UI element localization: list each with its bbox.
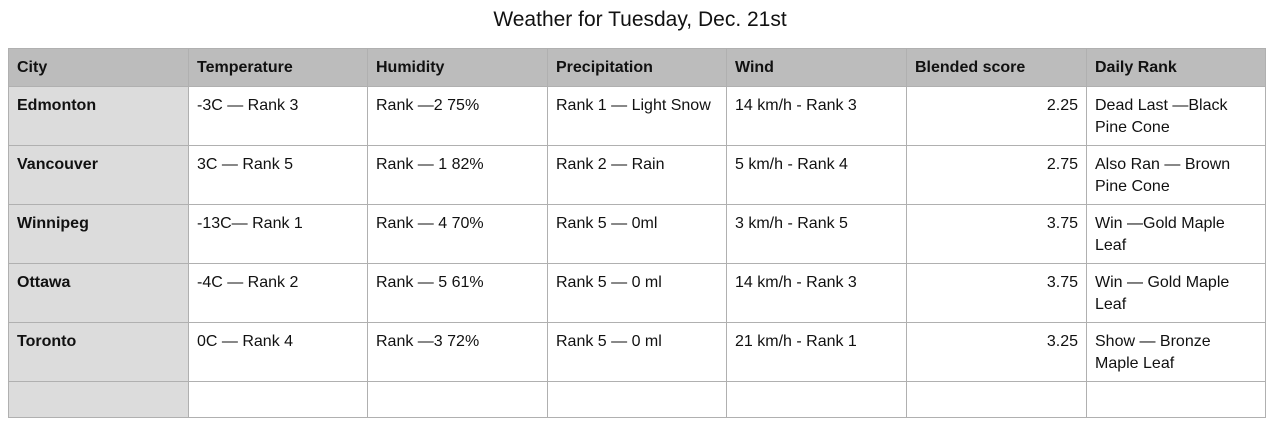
table-cell: Rank —2 75% xyxy=(367,86,548,146)
table-cell: 3.75 xyxy=(906,204,1087,264)
table-cell: 2.25 xyxy=(906,86,1087,146)
table-cell: 3.25 xyxy=(906,322,1087,382)
empty-row xyxy=(8,381,1266,418)
table-row: Ottawa -4C — Rank 2 Rank — 5 61% Rank 5 — 0… xyxy=(8,263,1266,323)
table-cell: Winnipeg xyxy=(8,204,189,264)
table-cell: Toronto xyxy=(8,322,189,382)
table-cell: Also Ran — Brown Pine Cone xyxy=(1086,145,1266,205)
table-cell: Rank — 1 82% xyxy=(367,145,548,205)
table-row: Winnipeg -13C— Rank 1 Rank — 4 70% Rank 5 —… xyxy=(8,204,1266,264)
table-cell: 21 km/h - Rank 1 xyxy=(726,322,907,382)
empty-cell xyxy=(367,381,548,418)
table-row: Vancouver 3C — Rank 5 Rank — 1 82% Rank 2 —… xyxy=(8,145,1266,205)
empty-cell xyxy=(188,381,368,418)
table-row: Edmonton -3C — Rank 3 Rank —2 75% Rank 1 — … xyxy=(8,86,1266,146)
table-cell: Rank — 5 61% xyxy=(367,263,548,323)
table-cell: Rank 5 — 0 ml xyxy=(547,322,727,382)
column-header: Blended score xyxy=(906,48,1087,87)
table-cell: Rank 1 — Light Snow xyxy=(547,86,727,146)
table-cell: 3C — Rank 5 xyxy=(188,145,368,205)
table-cell: 14 km/h - Rank 3 xyxy=(726,263,907,323)
table-cell: Rank 2 — Rain xyxy=(547,145,727,205)
weather-table: City Temperature Humidity Precipitation Wind… xyxy=(8,48,1266,418)
table-cell: Rank — 4 70% xyxy=(367,204,548,264)
column-header: Temperature xyxy=(188,48,368,87)
table-cell: -4C — Rank 2 xyxy=(188,263,368,323)
table-row: Toronto 0C — Rank 4 Rank —3 72% Rank 5 — 0 … xyxy=(8,322,1266,382)
table-cell: Win —Gold Maple Leaf xyxy=(1086,204,1266,264)
column-header: Precipitation xyxy=(547,48,727,87)
table-cell: Show — Bronze Maple Leaf xyxy=(1086,322,1266,382)
empty-cell xyxy=(1086,381,1266,418)
table-cell: 3 km/h - Rank 5 xyxy=(726,204,907,264)
column-header: Wind xyxy=(726,48,907,87)
table-cell: 5 km/h - Rank 4 xyxy=(726,145,907,205)
table-cell: 0C — Rank 4 xyxy=(188,322,368,382)
table-cell: Ottawa xyxy=(8,263,189,323)
table-cell: 2.75 xyxy=(906,145,1087,205)
empty-cell xyxy=(906,381,1087,418)
table-body: Edmonton -3C — Rank 3 Rank —2 75% Rank 1 — … xyxy=(8,86,1266,418)
table-cell: Win — Gold Maple Leaf xyxy=(1086,263,1266,323)
column-header: Daily Rank xyxy=(1086,48,1266,87)
column-header: City xyxy=(8,48,189,87)
table-cell: Rank 5 — 0ml xyxy=(547,204,727,264)
table-cell: 14 km/h - Rank 3 xyxy=(726,86,907,146)
table-cell: 3.75 xyxy=(906,263,1087,323)
table-cell: -3C — Rank 3 xyxy=(188,86,368,146)
table-cell: Edmonton xyxy=(8,86,189,146)
empty-cell xyxy=(547,381,727,418)
table-cell: Rank 5 — 0 ml xyxy=(547,263,727,323)
empty-cell xyxy=(8,381,189,418)
table-cell: -13C— Rank 1 xyxy=(188,204,368,264)
title: Weather for Tuesday, Dec. 21st xyxy=(493,8,787,31)
column-header: Humidity xyxy=(367,48,548,87)
table-cell: Vancouver xyxy=(8,145,189,205)
table-cell: Dead Last —Black Pine Cone xyxy=(1086,86,1266,146)
table-cell: Rank —3 72% xyxy=(367,322,548,382)
empty-cell xyxy=(726,381,907,418)
header-row: City Temperature Humidity Precipitation Wind… xyxy=(8,48,1266,87)
